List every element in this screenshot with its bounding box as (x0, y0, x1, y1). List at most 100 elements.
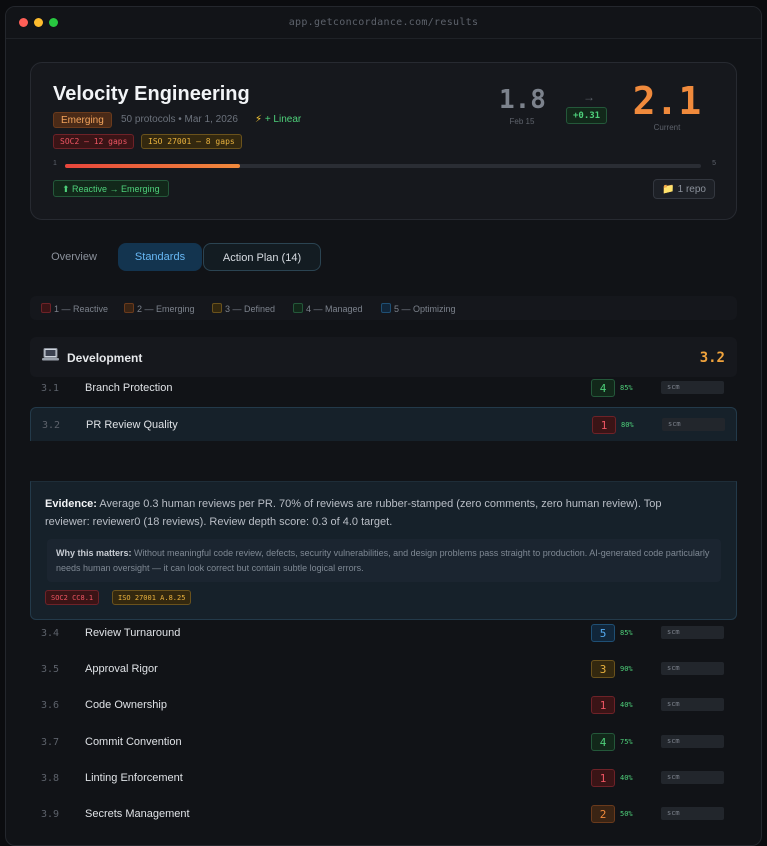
title-bar: app.getconcordance.com/results (6, 7, 761, 39)
standard-confidence: 80% (621, 421, 634, 429)
iso-control-badge[interactable]: ISO 27001 A.8.25 (112, 590, 192, 605)
standard-level-badge: 4 (591, 733, 615, 751)
standard-confidence: 40% (620, 701, 633, 709)
standard-row[interactable]: 3.4 Review Turnaround 5 85% scm (30, 616, 737, 650)
integration-badge: ⚡ + Linear (255, 114, 301, 125)
laptop-icon (42, 348, 59, 361)
standard-number: 3.4 (41, 628, 60, 639)
evidence-text: Evidence: Average 0.3 human reviews per … (45, 498, 662, 528)
standard-source-tag: scm (661, 381, 724, 394)
bolt-icon: ⚡ (255, 114, 263, 125)
legend-swatch (212, 303, 222, 313)
standard-name: Secrets Management (85, 808, 190, 820)
standard-row[interactable]: 3.1 Branch Protection 4 85% scm (30, 371, 737, 405)
standard-row[interactable]: 3.5 Approval Rigor 3 90% scm (30, 652, 737, 686)
maturity-progress-fill (65, 164, 240, 168)
standard-name: Commit Convention (85, 736, 182, 748)
maturity-progress-bar (65, 164, 701, 168)
tab-action-plan[interactable]: Action Plan (14) (203, 243, 321, 271)
standard-number: 3.1 (41, 383, 60, 394)
scale-max-label: 5 (712, 160, 716, 167)
standard-row[interactable]: 3.7 Commit Convention 4 75% scm (30, 725, 737, 759)
tab-overview[interactable]: Overview (51, 251, 97, 263)
level-transition-badge: ⬆ Reactive → Emerging (53, 180, 169, 197)
standard-detail-panel: Evidence: Average 0.3 human reviews per … (30, 481, 737, 620)
browser-window: app.getconcordance.com/results Velocity … (5, 6, 762, 846)
standard-row[interactable]: 3.2 PR Review Quality 1 80% scm (30, 407, 737, 441)
maturity-level-badge: Emerging (53, 112, 112, 128)
legend-item-defined: 3 — Defined (212, 303, 275, 314)
standard-source-tag: scm (661, 662, 724, 675)
standard-number: 3.7 (41, 737, 60, 748)
standard-name: Linting Enforcement (85, 772, 183, 784)
legend-item-reactive: 1 — Reactive (41, 303, 108, 314)
standard-confidence: 75% (620, 738, 633, 746)
section-header-development[interactable]: Development 3.2 (30, 337, 737, 377)
legend-item-emerging: 2 — Emerging (124, 303, 195, 314)
maturity-legend: 1 — Reactive 2 — Emerging 3 — Defined 4 … (30, 296, 737, 320)
score-delta-badge: +0.31 (566, 107, 608, 124)
tab-standards[interactable]: Standards (118, 243, 202, 271)
standard-name: Approval Rigor (85, 663, 158, 675)
standard-source-tag: scm (662, 418, 725, 431)
standard-level-badge: 1 (591, 696, 615, 714)
legend-swatch (41, 303, 51, 313)
standard-level-badge: 1 (592, 416, 616, 434)
soc2-gap-badge[interactable]: SOC2 — 12 gaps (53, 134, 135, 149)
scale-min-label: 1 (53, 160, 57, 167)
standard-level-badge: 4 (591, 379, 615, 397)
repo-count-label: 1 repo (677, 184, 706, 195)
legend-item-optimizing: 5 — Optimizing (381, 303, 456, 314)
standard-name: PR Review Quality (86, 419, 178, 431)
close-window-button[interactable] (19, 18, 28, 27)
standard-level-badge: 1 (591, 769, 615, 787)
page-content: Velocity Engineering Emerging 50 protoco… (6, 40, 761, 845)
soc2-control-badge[interactable]: SOC2 CC8.1 (45, 590, 100, 605)
standard-number: 3.8 (41, 773, 60, 784)
legend-swatch (381, 303, 391, 313)
org-name: Velocity Engineering (53, 83, 250, 105)
standard-name: Branch Protection (85, 382, 173, 394)
standard-number: 3.5 (41, 664, 60, 675)
standard-source-tag: scm (661, 807, 724, 820)
standard-row[interactable]: 3.6 Code Ownership 1 40% scm (30, 688, 737, 722)
section-score: 3.2 (699, 350, 725, 366)
standard-confidence: 90% (620, 665, 633, 673)
previous-score-date: Feb 15 (509, 117, 535, 126)
current-score: 2.1 (632, 79, 702, 123)
standard-number: 3.9 (41, 809, 60, 820)
standard-row[interactable]: 3.8 Linting Enforcement 1 40% scm (30, 761, 737, 795)
standard-name: Review Turnaround (85, 627, 181, 639)
section-title: Development (67, 351, 143, 365)
standard-row[interactable]: 3.9 Secrets Management 2 50% scm (30, 797, 737, 831)
assessment-meta: 50 protocols • Mar 1, 2026 (121, 114, 238, 125)
legend-swatch (293, 303, 303, 313)
standard-number: 3.2 (42, 420, 61, 431)
standard-source-tag: scm (661, 626, 724, 639)
current-score-label: Current (653, 123, 681, 132)
legend-item-managed: 4 — Managed (293, 303, 363, 314)
address-bar[interactable]: app.getconcordance.com/results (288, 17, 479, 28)
standard-confidence: 85% (620, 384, 633, 392)
standard-source-tag: scm (661, 735, 724, 748)
iso-gap-badge[interactable]: ISO 27001 — 8 gaps (141, 134, 242, 149)
previous-score: 1.8 (499, 85, 546, 115)
repo-count-button[interactable]: 📁 1 repo (653, 179, 715, 199)
standard-confidence: 40% (620, 774, 633, 782)
standard-source-tag: scm (661, 698, 724, 711)
standard-level-badge: 5 (591, 624, 615, 642)
org-summary-card: Velocity Engineering Emerging 50 protoco… (30, 62, 737, 220)
arrow-right-icon: → (583, 90, 595, 104)
standard-name: Code Ownership (85, 699, 167, 711)
folder-icon: 📁 (662, 184, 675, 195)
standard-level-badge: 2 (591, 805, 615, 823)
standard-source-tag: scm (661, 771, 724, 784)
legend-swatch (124, 303, 134, 313)
standard-confidence: 50% (620, 810, 633, 818)
standard-confidence: 85% (620, 629, 633, 637)
minimize-window-button[interactable] (34, 18, 43, 27)
integration-label: + Linear (264, 114, 302, 125)
standard-number: 3.6 (41, 700, 60, 711)
maximize-window-button[interactable] (49, 18, 58, 27)
why-this-matters-box: Why this matters: Without meaningful cod… (47, 539, 721, 582)
